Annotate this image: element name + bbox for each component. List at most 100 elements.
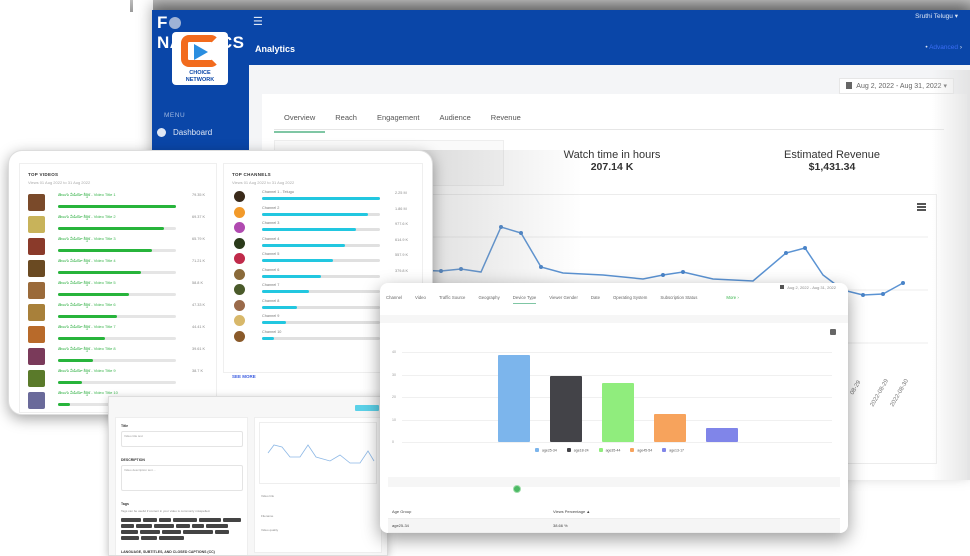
channel-avatar[interactable] — [234, 206, 245, 218]
tag-chip[interactable] — [215, 530, 229, 534]
channel-name[interactable]: Channel 6 — [262, 267, 280, 272]
legend-item[interactable]: age13-17 — [662, 448, 684, 453]
channel-name[interactable]: Channel 1 - Telugu — [262, 190, 294, 194]
tab-device-type[interactable]: Device Type — [512, 295, 537, 304]
tab-engagement[interactable]: Engagement — [376, 113, 420, 122]
add-icon[interactable] — [513, 485, 521, 493]
video-title[interactable]: తెలుగు వీడియో శీర్షిక - Video Title 6 — [58, 302, 116, 307]
bar-age18-24[interactable] — [550, 375, 582, 442]
chart-menu-icon[interactable] — [830, 329, 836, 335]
channel-name[interactable]: Channel 8 — [262, 298, 280, 303]
list-item[interactable]: Channel 9 — [232, 314, 422, 328]
tab-reach[interactable]: Reach — [335, 113, 357, 122]
tab-audience[interactable]: Audience — [439, 113, 471, 122]
list-item[interactable]: తెలుగు వీడియో శీర్షిక - Video Title 1 79.… — [28, 192, 218, 214]
tab-date[interactable]: Date — [590, 295, 600, 300]
tab-revenue[interactable]: Revenue — [490, 113, 521, 122]
tag-chip[interactable] — [223, 518, 241, 522]
list-item[interactable]: తెలుగు వీడియో శీర్షిక - Video Title 7 44.… — [28, 324, 218, 346]
column-header[interactable]: Age Group — [392, 509, 412, 514]
video-thumbnail[interactable] — [28, 282, 45, 299]
channel-name[interactable]: Channel 4 — [262, 236, 280, 241]
video-title[interactable]: తెలుగు వీడియో శీర్షిక - Video Title 10 — [58, 390, 118, 395]
tag-chip[interactable] — [121, 518, 141, 522]
sidebar-item-dashboard[interactable]: Dashboard — [157, 128, 212, 137]
list-item[interactable]: Channel 5 557.9 K — [232, 252, 422, 266]
column-header[interactable]: Views Percentage ▲ — [553, 509, 591, 514]
video-thumbnail[interactable] — [28, 304, 45, 321]
video-thumbnail[interactable] — [28, 326, 45, 343]
legend-item[interactable]: age25-34 — [535, 448, 557, 453]
tag-chip[interactable] — [199, 518, 221, 522]
channel-avatar[interactable] — [234, 253, 245, 264]
video-title[interactable]: తెలుగు వీడియో శీర్షిక - Video Title 1 — [58, 192, 116, 197]
legend-item[interactable]: age35-44 — [598, 448, 620, 453]
video-title[interactable]: తెలుగు వీడియో శీర్షిక - Video Title 8 — [58, 346, 116, 351]
channel-avatar[interactable] — [234, 284, 245, 295]
video-thumbnail[interactable] — [28, 260, 45, 277]
channel-avatar[interactable] — [234, 315, 245, 326]
list-item[interactable]: తెలుగు వీడియో శీర్షిక - Video Title 5 58.… — [28, 280, 218, 302]
tag-chip[interactable] — [121, 536, 139, 540]
tag-chip[interactable] — [183, 530, 213, 534]
channel-avatar[interactable] — [234, 268, 245, 280]
list-item[interactable]: తెలుగు వీడియో శీర్షిక - Video Title 4 71.… — [28, 258, 218, 280]
list-item[interactable]: తెలుగు వీడియో శీర్షిక - Video Title 6 47.… — [28, 302, 218, 324]
tag-chip[interactable] — [143, 518, 157, 522]
video-thumbnail[interactable] — [28, 216, 45, 233]
list-item[interactable]: తెలుగు వీడియో శీర్షిక - Video Title 2 69.… — [28, 214, 218, 236]
bar-age13-17[interactable] — [706, 428, 738, 442]
list-item[interactable]: Channel 8 — [232, 299, 422, 313]
channel-avatar[interactable] — [234, 237, 245, 249]
list-item[interactable]: తెలుగు వీడియో శీర్షిక - Video Title 8 39.… — [28, 346, 218, 368]
tab-subscription-status[interactable]: Subscription Status — [660, 295, 698, 300]
save-button[interactable] — [355, 405, 379, 411]
tag-chip[interactable] — [140, 530, 160, 534]
list-item[interactable]: తెలుగు వీడియో శీర్షిక - Video Title 3 65.… — [28, 236, 218, 258]
date-range-picker[interactable]: Aug 2, 2022 - Aug 31, 2022 ▾ — [839, 78, 954, 94]
channel-name[interactable]: Channel 2 — [262, 205, 280, 210]
list-item[interactable]: Channel 1 - Telugu 2.25 M — [232, 190, 422, 204]
tag-chip[interactable] — [121, 530, 138, 534]
title-input[interactable]: Video title text — [121, 431, 243, 447]
tab-geography[interactable]: Geography — [478, 295, 500, 300]
tag-chip[interactable] — [173, 518, 197, 522]
video-thumbnail[interactable] — [28, 392, 45, 409]
hamburger-icon[interactable]: ☰ — [253, 16, 263, 28]
legend-item[interactable]: age45-54 — [630, 448, 652, 453]
video-thumbnail[interactable] — [28, 348, 45, 365]
date-range-picker[interactable]: Aug 2, 2022 - Aug 31, 2022 — [780, 285, 836, 290]
legend-item[interactable]: age18-24 — [566, 448, 589, 453]
channel-name[interactable]: Channel 9 — [262, 314, 280, 318]
video-thumbnail[interactable] — [28, 370, 45, 387]
tab-operating-system[interactable]: Operating System — [612, 295, 648, 300]
tab-channel[interactable]: Channel — [386, 295, 403, 300]
bar-age25-34[interactable] — [498, 355, 530, 442]
list-item[interactable]: Channel 7 — [232, 283, 422, 297]
channel-avatar[interactable] — [234, 191, 245, 202]
description-input[interactable]: Video description text ... — [121, 465, 243, 491]
tag-chip[interactable] — [154, 524, 174, 528]
list-item[interactable]: తెలుగు వీడియో శీర్షిక - Video Title 9 38.… — [28, 368, 218, 390]
video-title[interactable]: తెలుగు వీడియో శీర్షిక - Video Title 7 — [58, 324, 116, 329]
more-tabs-dropdown[interactable]: More › — [726, 295, 739, 300]
tab-traffic-source[interactable]: Traffic Source — [438, 295, 466, 300]
list-item[interactable]: Channel 3 977.6 K — [232, 221, 422, 235]
video-title[interactable]: తెలుగు వీడియో శీర్షిక - Video Title 5 — [58, 280, 116, 285]
list-item[interactable]: Channel 6 379.8 K — [232, 268, 422, 282]
list-item[interactable]: Channel 4 614.9 K — [232, 237, 422, 251]
channel-name[interactable]: Channel 7 — [262, 283, 280, 287]
channel-avatar[interactable] — [234, 222, 245, 233]
tag-chip[interactable] — [121, 524, 134, 528]
list-item[interactable]: Channel 2 1.86 M — [232, 206, 422, 220]
tag-chip[interactable] — [162, 530, 181, 534]
bar-age45-54[interactable] — [654, 413, 686, 442]
channel-name[interactable]: Channel 10 — [262, 329, 282, 334]
video-title[interactable]: తెలుగు వీడియో శీర్షిక - Video Title 9 — [58, 368, 116, 373]
channel-avatar[interactable] — [234, 330, 245, 342]
channel-name[interactable]: Channel 5 — [262, 252, 280, 256]
channel-avatar[interactable] — [234, 299, 245, 311]
tab-overview[interactable]: Overview — [274, 110, 326, 133]
advanced-link[interactable]: • Advanced › — [925, 44, 962, 51]
tag-chip[interactable] — [176, 524, 190, 528]
